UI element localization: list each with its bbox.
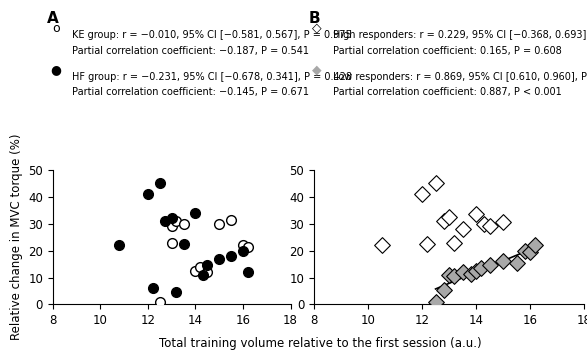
Point xyxy=(243,269,252,275)
Point xyxy=(172,218,181,224)
Point xyxy=(450,273,459,279)
Text: ◆: ◆ xyxy=(312,63,322,76)
Point xyxy=(167,216,177,221)
Point xyxy=(167,240,177,245)
Point xyxy=(155,299,164,304)
Point xyxy=(431,299,440,304)
Point xyxy=(439,218,448,224)
Point xyxy=(203,269,212,275)
Point xyxy=(485,224,494,229)
Point xyxy=(143,191,153,197)
Text: High responders: r = 0.229, 95% CI [−0.368, 0.693], P = 0.451: High responders: r = 0.229, 95% CI [−0.3… xyxy=(333,30,587,40)
Point xyxy=(227,217,236,223)
Point xyxy=(444,272,454,278)
Point xyxy=(191,210,200,216)
Point xyxy=(423,241,432,247)
Point xyxy=(238,242,248,248)
Point xyxy=(417,191,427,197)
Point xyxy=(431,181,440,186)
Point xyxy=(520,248,529,253)
Text: Partial correlation coefficient: 0.887, P < 0.001: Partial correlation coefficient: 0.887, … xyxy=(333,87,562,97)
Point xyxy=(167,224,177,229)
Point xyxy=(179,221,188,227)
Text: Low responders: r = 0.869, 95% CI [0.610, 0.960], P < 0.001: Low responders: r = 0.869, 95% CI [0.610… xyxy=(333,72,587,81)
Point xyxy=(471,268,481,274)
Point xyxy=(377,242,386,248)
Point xyxy=(498,219,508,225)
Point xyxy=(238,248,248,253)
Point xyxy=(215,256,224,262)
Point xyxy=(531,242,540,248)
Point xyxy=(191,268,200,274)
Text: HF group: r = −0.231, 95% CI [−0.678, 0.341], P = 0.428: HF group: r = −0.231, 95% CI [−0.678, 0.… xyxy=(72,72,352,81)
Text: Partial correlation coefficient: 0.165, P = 0.608: Partial correlation coefficient: 0.165, … xyxy=(333,46,562,56)
Point xyxy=(498,258,508,264)
Text: B: B xyxy=(308,11,320,25)
Point xyxy=(195,264,205,270)
Point xyxy=(525,249,535,255)
Point xyxy=(114,242,124,248)
Point xyxy=(160,218,169,224)
Point xyxy=(471,211,481,217)
Point xyxy=(203,263,212,268)
Text: Partial correlation coefficient: −0.145, P = 0.671: Partial correlation coefficient: −0.145,… xyxy=(72,87,309,97)
Point xyxy=(485,263,494,268)
Text: ●: ● xyxy=(50,63,61,76)
Point xyxy=(172,290,181,295)
Text: Partial correlation coefficient: −0.187, P = 0.541: Partial correlation coefficient: −0.187,… xyxy=(72,46,309,56)
Text: Total training volume relative to the first session (a.u.): Total training volume relative to the fi… xyxy=(158,337,481,350)
Point xyxy=(198,272,207,278)
Text: ◇: ◇ xyxy=(312,22,322,35)
Point xyxy=(243,244,252,250)
Point xyxy=(480,221,489,227)
Text: KE group: r = −0.010, 95% CI [−0.581, 0.567], P = 0.975: KE group: r = −0.010, 95% CI [−0.581, 0.… xyxy=(72,30,352,40)
Point xyxy=(458,269,467,275)
Point xyxy=(148,285,157,291)
Point xyxy=(444,214,454,220)
Point xyxy=(450,240,459,245)
Point xyxy=(458,226,467,232)
Point xyxy=(477,265,486,271)
Point xyxy=(512,260,521,266)
Point xyxy=(155,181,164,186)
Point xyxy=(227,253,236,259)
Point xyxy=(439,287,448,292)
Text: A: A xyxy=(47,11,59,25)
Point xyxy=(466,271,475,276)
Text: o: o xyxy=(52,22,59,35)
Point xyxy=(215,221,224,227)
Y-axis label: Relative change in MVC torque (%): Relative change in MVC torque (%) xyxy=(9,134,23,341)
Point xyxy=(179,241,188,247)
